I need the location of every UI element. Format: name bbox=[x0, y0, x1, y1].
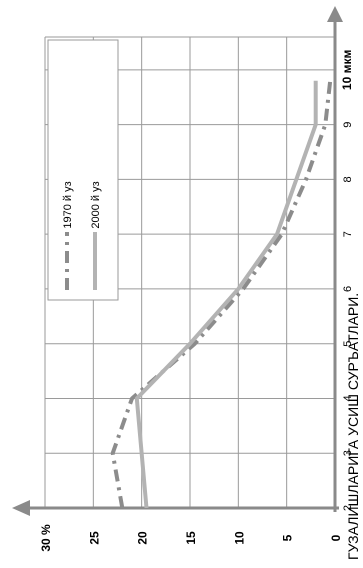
legend: 1970 й уз 2000 й уз bbox=[47, 39, 119, 301]
y-tick-label-0: 0 bbox=[329, 534, 343, 541]
x-tick-label-0: 2 bbox=[342, 505, 354, 511]
legend-label-1: 2000 й уз bbox=[90, 181, 102, 228]
y-tick-label-5: 25 bbox=[87, 531, 101, 545]
x-axis-arrow bbox=[327, 6, 343, 22]
y-tick-label-3: 15 bbox=[184, 531, 198, 545]
legend-box bbox=[47, 39, 119, 301]
x-tick-label-3: 5 bbox=[342, 341, 354, 347]
tick-labels: 2 3 4 5 6 7 8 9 10 мкм 0 5 10 15 20 25 30 % bbox=[39, 50, 354, 552]
legend-label-0: 1970 й уз bbox=[62, 181, 74, 228]
y-axis-arrow bbox=[12, 500, 30, 516]
x-tick-label-2: 4 bbox=[342, 395, 354, 401]
y-tick-label-2: 10 bbox=[232, 531, 246, 545]
x-tick-label-6: 8 bbox=[342, 176, 354, 182]
y-tick-label-6: 30 % bbox=[39, 524, 53, 552]
axes bbox=[12, 6, 343, 516]
x-tick-label-1: 3 bbox=[342, 450, 354, 456]
series-lines bbox=[110, 80, 333, 509]
x-tick-label-4: 6 bbox=[342, 286, 354, 292]
x-tick-label-5: 7 bbox=[342, 231, 354, 237]
x-tick-label-7: 9 bbox=[342, 122, 354, 128]
series-line-1 bbox=[134, 80, 318, 509]
chart-title-fragment: ГУЗАЛИШЛАРИГА УСИШ СУРЪАТЛАРИ. bbox=[345, 293, 361, 560]
x-tick-label-8: 10 мкм bbox=[340, 50, 354, 91]
y-tick-label-1: 5 bbox=[281, 534, 295, 541]
series-line-0 bbox=[110, 80, 333, 509]
y-tick-label-4: 20 bbox=[136, 531, 150, 545]
